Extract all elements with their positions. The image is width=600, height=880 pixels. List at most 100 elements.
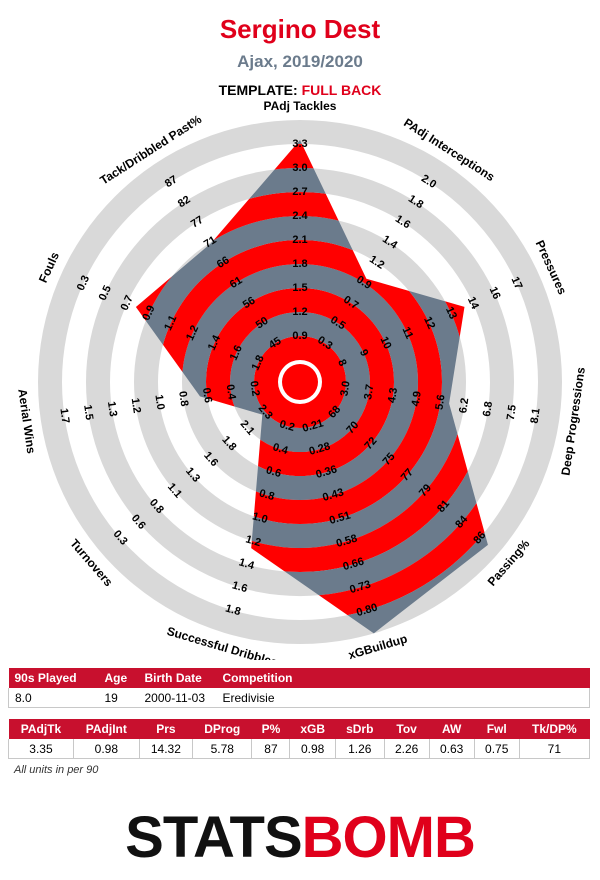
- tick-label-2-2: 10: [378, 335, 394, 351]
- statsbomb-logo: STATSBOMB: [0, 808, 600, 868]
- tick-label-10-6: 77: [189, 214, 206, 231]
- stats-header-0: PAdjTk: [8, 719, 74, 739]
- radar-chart: 0.91.21.51.82.12.42.73.03.30.30.50.70.91…: [15, 99, 588, 660]
- tick-label-10-2: 56: [241, 295, 258, 312]
- stats-value-8: 0.63: [428, 739, 475, 759]
- stats-value-3: 5.78: [192, 739, 253, 759]
- tick-label-5-7: 0.73: [348, 579, 372, 597]
- tick-label-6-5: 1.2: [244, 533, 262, 549]
- stats-header-7: Tov: [384, 719, 430, 739]
- poly-ring-0: [254, 336, 346, 428]
- tick-label-6-3: 0.8: [258, 487, 276, 503]
- stats-value-9: 0.75: [473, 739, 520, 759]
- tick-label-6-8: 1.8: [224, 602, 242, 618]
- tick-label-2-0: 8: [335, 358, 348, 369]
- tick-label-10-4: 66: [215, 254, 232, 271]
- metric-label-3: Deep Progressions: [558, 366, 587, 477]
- tick-label-0-6: 2.7: [292, 186, 307, 198]
- cell-age: 19: [98, 688, 139, 708]
- tick-label-2-4: 12: [421, 315, 437, 331]
- tick-label-2-1: 9: [357, 348, 370, 359]
- units-footnote: All units in per 90: [14, 764, 99, 776]
- tick-label-9-7: 0.5: [97, 284, 114, 303]
- tick-label-5-6: 0.66: [342, 556, 366, 574]
- tick-label-10-3: 61: [228, 274, 245, 291]
- tick-label-0-5: 2.4: [292, 210, 308, 222]
- tick-label-3-5: 6.2: [457, 397, 471, 414]
- stats-table: PAdjTk PAdjInt Prs DProg P% xGB sDrb Tov AW Fwl Tk…: [8, 719, 591, 759]
- stats-header-10: Tk/DP%: [519, 719, 590, 739]
- header-90s: 90s Played: [8, 668, 99, 688]
- tick-label-6-1: 0.4: [271, 441, 290, 457]
- tick-label-3-1: 3.7: [362, 384, 376, 401]
- tick-label-3-0: 3.0: [339, 380, 353, 397]
- tick-label-9-1: 1.6: [228, 343, 245, 362]
- cell-competition: Eredivisie: [216, 688, 590, 708]
- tick-label-5-8: 0.80: [355, 602, 379, 620]
- tick-label-8-1: 0.4: [224, 384, 238, 402]
- tick-label-8-0: 0.2: [247, 380, 261, 397]
- stats-value-5: 0.98: [289, 739, 336, 759]
- stats-table-box: PAdjTk PAdjInt Prs DProg P% xGB sDrb Tov AW Fwl Tk…: [8, 719, 591, 759]
- tick-label-5-2: 0.36: [315, 463, 339, 481]
- tick-label-8-5: 1.2: [129, 397, 143, 414]
- stats-value-0: 3.35: [8, 739, 74, 759]
- tick-label-6-6: 1.4: [237, 556, 256, 572]
- tick-label-8-6: 1.3: [105, 401, 119, 418]
- tick-label-3-6: 6.8: [481, 401, 495, 418]
- logo-stats: STATS: [125, 805, 303, 870]
- tick-label-10-5: 71: [202, 234, 219, 251]
- stats-header-8: AW: [429, 719, 475, 739]
- stats-value-1: 0.98: [72, 739, 140, 759]
- stats-header-4: P%: [251, 719, 290, 739]
- tick-labels: 0.91.21.51.82.12.42.73.03.30.30.50.70.91…: [57, 138, 542, 619]
- tick-label-8-3: 0.8: [176, 390, 190, 407]
- stats-value-2: 14.32: [138, 739, 194, 759]
- tick-label-2-5: 13: [443, 305, 459, 321]
- stats-value-10: 71: [518, 739, 591, 759]
- tick-label-8-2: 0.6: [200, 387, 214, 404]
- tick-label-0-4: 2.1: [292, 234, 307, 246]
- cell-90s: 8.0: [8, 688, 99, 708]
- stats-header-2: Prs: [139, 719, 193, 739]
- stats-header-5: xGB: [289, 719, 336, 739]
- tick-label-3-7: 7.5: [505, 404, 519, 421]
- tick-label-9-3: 1.2: [184, 324, 201, 343]
- metric-label-0: PAdj Tackles: [264, 99, 337, 113]
- stats-value-4: 87: [251, 739, 291, 759]
- tick-label-6-2: 0.6: [264, 464, 282, 480]
- stats-header-1: PAdjInt: [73, 719, 140, 739]
- tick-label-8-7: 1.5: [81, 404, 95, 421]
- tick-label-0-1: 1.2: [292, 306, 307, 318]
- tick-label-6-7: 1.6: [231, 579, 249, 595]
- stats-header-3: DProg: [192, 719, 252, 739]
- tick-label-2-8: 17: [508, 275, 524, 291]
- tick-label-10-1: 50: [254, 315, 271, 332]
- header-competition: Competition: [216, 668, 590, 688]
- center-disc: [282, 364, 318, 400]
- tick-label-9-0: 1.8: [250, 353, 267, 372]
- tick-label-5-0: 0.21: [301, 417, 325, 435]
- tick-label-3-8: 8.1: [529, 407, 543, 424]
- tick-label-0-8: 3.3: [292, 138, 307, 150]
- metric-label-9: Fouls: [36, 250, 62, 285]
- tick-label-9-8: 0.3: [75, 274, 92, 293]
- header-age: Age: [98, 668, 139, 688]
- header-birth-date: Birth Date: [138, 668, 217, 688]
- tick-label-10-8: 87: [163, 173, 180, 190]
- metric-label-8: Aerial Wins: [15, 388, 38, 455]
- tick-label-9-6: 0.7: [119, 294, 136, 313]
- stats-value-6: 1.26: [334, 739, 385, 759]
- logo-bomb: BOMB: [301, 805, 476, 870]
- tick-label-0-2: 1.5: [292, 282, 307, 294]
- team-season: Ajax, 2019/2020: [237, 52, 363, 71]
- template-line: TEMPLATE: FULL BACK: [0, 82, 600, 98]
- tick-label-3-4: 5.6: [434, 394, 448, 411]
- player-name: Sergino Dest: [219, 14, 381, 44]
- stats-header-6: sDrb: [335, 719, 385, 739]
- stats-header-9: Fwl: [474, 719, 520, 739]
- tick-label-6-0: 0.2: [278, 418, 296, 434]
- template-value: FULL BACK: [301, 82, 382, 98]
- cell-birth-date: 2000-11-03: [138, 688, 217, 708]
- tick-label-2-7: 16: [487, 285, 503, 301]
